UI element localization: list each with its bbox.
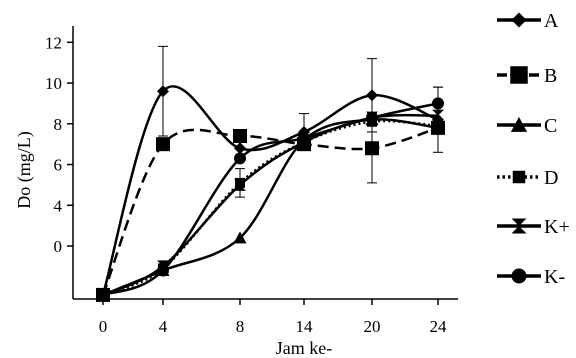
y-tick-label: 10: [45, 74, 62, 93]
y-axis-title: Do (mg/L): [14, 131, 35, 208]
y-tick-label: 6: [54, 156, 63, 175]
axes: [72, 26, 458, 300]
data-point: [298, 132, 310, 145]
legend-label: A: [544, 10, 559, 32]
legend-marker: [511, 12, 527, 28]
series-line: [102, 102, 439, 297]
y-tick-label: 4: [54, 196, 63, 215]
data-point: [157, 85, 169, 98]
ticks: 12 10 8 6 4 0 0 4 8 14 20 24: [45, 33, 447, 336]
data-point: [433, 120, 443, 131]
legend-label: B: [544, 65, 557, 87]
data-point: [366, 89, 378, 102]
series-layer: [96, 45, 445, 302]
legend-label: C: [544, 115, 557, 137]
data-point: [366, 111, 378, 124]
legend-item: A: [497, 10, 559, 32]
data-point: [234, 152, 246, 165]
y-tick-label: 8: [54, 115, 63, 134]
legend-item: K-: [497, 266, 565, 288]
legend-marker: [510, 66, 528, 84]
data-point: [234, 142, 246, 155]
legend-marker: [511, 218, 527, 234]
data-point: [233, 129, 247, 144]
x-tick-label: 8: [236, 317, 245, 336]
x-tick-label: 14: [296, 317, 314, 336]
legend: A B C D K+ K-: [497, 10, 570, 288]
series-line: [101, 126, 439, 296]
legend-item: B: [497, 65, 557, 87]
data-point: [157, 264, 169, 277]
data-point: [156, 137, 170, 152]
legend-label: K+: [544, 216, 570, 238]
x-tick-label: 20: [364, 317, 381, 336]
y-tick-label: 12: [45, 33, 62, 52]
legend-item: C: [497, 115, 557, 137]
data-point: [432, 97, 444, 110]
series-a: [97, 45, 444, 301]
legend-item: K+: [497, 216, 570, 238]
x-axis-title: Jam ke-: [276, 338, 332, 358]
legend-label: K-: [544, 266, 565, 288]
series-kminus: [97, 86, 444, 301]
legend-marker: [512, 170, 526, 184]
legend-item: D: [497, 167, 558, 189]
legend-marker: [510, 116, 528, 132]
data-point: [365, 141, 379, 156]
data-point: [97, 288, 109, 301]
series-c: [96, 113, 445, 301]
x-tick-label: 0: [99, 317, 108, 336]
legend-label: D: [544, 167, 558, 189]
x-tick-label: 4: [159, 317, 168, 336]
x-tick-label: 24: [430, 317, 448, 336]
data-point: [233, 231, 247, 244]
y-tick-label: 0: [54, 237, 63, 256]
legend-marker: [511, 268, 527, 284]
data-point: [234, 178, 246, 191]
